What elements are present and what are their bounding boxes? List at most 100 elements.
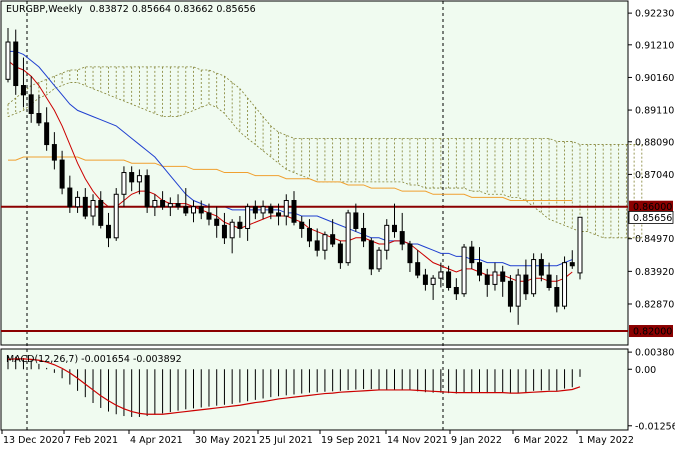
time-tick-label: 13 Dec 2020 [3, 435, 64, 446]
candle-body [299, 221, 305, 229]
candle [245, 203, 251, 241]
cloud-span-b [7, 82, 642, 239]
candle [515, 268, 521, 325]
candle-body [183, 206, 189, 214]
candle-body [121, 172, 127, 195]
candle-body [51, 144, 57, 161]
candle-body [569, 262, 575, 267]
candle-body [67, 187, 73, 208]
candle-body [191, 206, 197, 214]
candle [5, 28, 11, 83]
candle-body [384, 224, 390, 251]
candle-body [237, 221, 243, 229]
macd-plot-background [0, 348, 629, 431]
candle [353, 203, 359, 232]
candle-body [105, 224, 111, 239]
candle [322, 231, 328, 260]
candle-body [20, 85, 26, 96]
current-price-tag [628, 211, 674, 224]
time-tick-label: 19 Sep 2021 [321, 435, 381, 446]
price-tick-label: 0.88090 [635, 137, 674, 148]
candle [20, 57, 26, 108]
candle-body [306, 227, 312, 242]
candle-body [245, 206, 251, 229]
candle [260, 200, 266, 220]
candle [330, 219, 336, 248]
candle-body [330, 234, 336, 245]
level-price-label: 0.82000 [633, 327, 672, 338]
time-tick-label: 1 May 2022 [578, 435, 634, 446]
time-axis: 13 Dec 2020 7 Feb 2021 4 Apr 2021 30 May 20… [1, 430, 634, 446]
candle [276, 203, 282, 226]
candle [283, 194, 289, 226]
candle-body [430, 277, 436, 285]
candle-body [90, 200, 96, 217]
level-price-tag [629, 200, 673, 213]
candle-body [415, 262, 421, 276]
candle-body [129, 172, 135, 183]
macd-label: MACD(12,26,7) -0.001654 -0.003892 [6, 354, 182, 365]
candle [361, 212, 367, 248]
candle [314, 228, 320, 257]
price-axis: 0.92230 0.91210 0.90160 0.89110 0.88090 0.870… [628, 9, 674, 338]
main-plot [1, 1, 643, 430]
cloud-span-a [7, 66, 642, 145]
candle [121, 166, 127, 207]
candle-body [546, 274, 552, 289]
candle-body [337, 243, 343, 264]
time-tick-label: 4 Apr 2021 [130, 435, 183, 446]
time-tick-label: 25 Jul 2021 [259, 435, 313, 446]
candle-body [82, 196, 88, 217]
candle [291, 191, 297, 226]
candle [59, 150, 65, 195]
candle [28, 76, 34, 123]
macd-axis: 0.003808 0.00 -0.012563 [628, 348, 675, 432]
candle [206, 203, 212, 226]
candle [477, 247, 483, 282]
level-price-tag [629, 325, 673, 338]
candle-body [345, 212, 351, 264]
candle-body [453, 287, 459, 295]
candle-body [276, 212, 282, 217]
candle-body [438, 271, 444, 279]
candle [252, 200, 258, 220]
candle-body [368, 240, 374, 270]
candle-body [221, 224, 227, 239]
candle-body [229, 221, 235, 239]
candle-body [59, 159, 65, 189]
candle-body [407, 243, 413, 264]
candle-body [214, 218, 220, 226]
candle-body [376, 249, 382, 270]
candle [469, 240, 475, 269]
candle [500, 265, 506, 297]
candle [198, 200, 204, 220]
candle [221, 212, 227, 245]
ichimoku-cloud [7, 66, 643, 239]
candle-body [198, 206, 204, 214]
candle [160, 191, 166, 210]
candle [577, 216, 583, 280]
candle [368, 237, 374, 276]
candle [438, 262, 444, 288]
level-price-label: 0.86000 [633, 202, 672, 213]
candle [183, 188, 189, 217]
candle [507, 275, 513, 313]
candle-body [322, 234, 328, 251]
time-tick-label: 30 May 2021 [195, 435, 257, 446]
candle-body [206, 212, 212, 220]
candle [484, 268, 490, 297]
candle [453, 278, 459, 300]
candle [299, 216, 305, 238]
candle-body [175, 203, 181, 208]
candle [152, 194, 158, 217]
candle [446, 265, 452, 291]
candle [67, 175, 73, 213]
candle-body [252, 206, 258, 214]
price-tick-label: 0.90160 [635, 73, 674, 84]
candle-body [314, 240, 320, 251]
candle-body [577, 216, 583, 274]
candle [98, 191, 104, 229]
candle [129, 166, 135, 192]
candle [569, 250, 575, 269]
